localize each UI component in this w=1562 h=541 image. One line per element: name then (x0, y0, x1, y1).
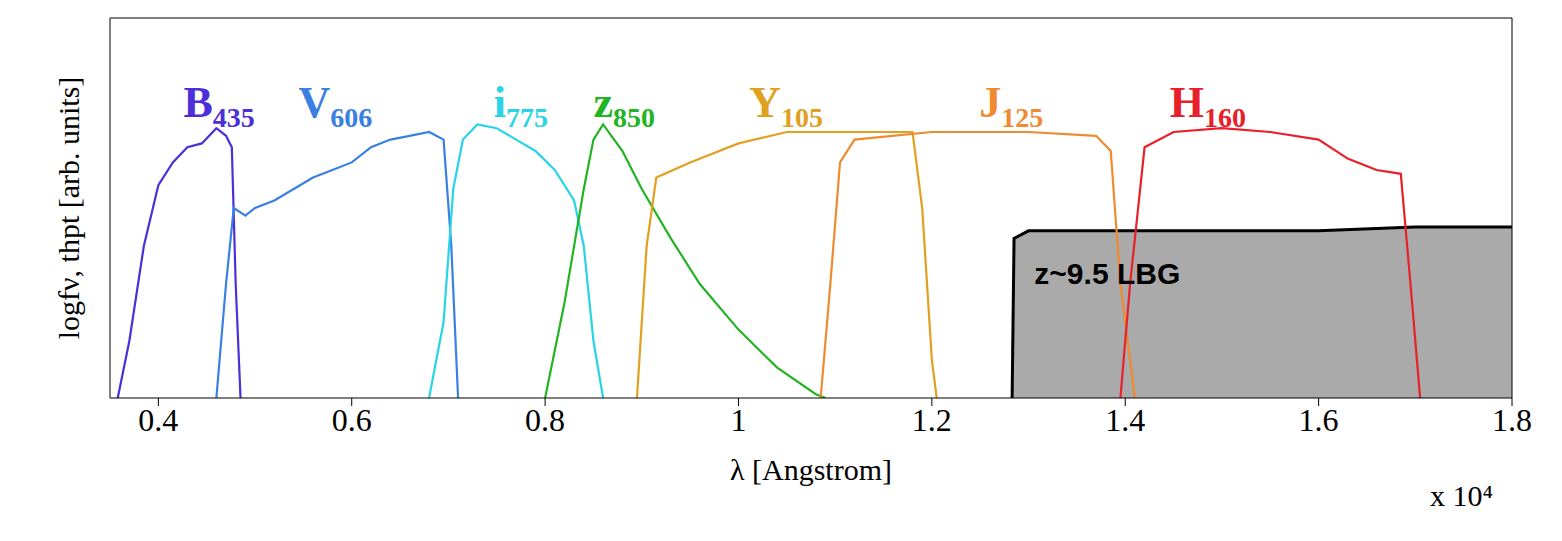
svg-text:logfν, thpt [arb. units]: logfν, thpt [arb. units] (52, 77, 85, 340)
svg-text:λ [Angstrom]: λ [Angstrom] (730, 453, 892, 486)
svg-text:i775: i775 (494, 78, 548, 133)
svg-text:Y105: Y105 (749, 78, 823, 133)
svg-text:1.2: 1.2 (912, 402, 952, 438)
svg-text:1.8: 1.8 (1492, 402, 1532, 438)
html-text:x 10⁴: x 10⁴ (1430, 479, 1493, 512)
svg-text:V606: V606 (299, 78, 373, 133)
svg-text:J125: J125 (979, 78, 1043, 133)
svg-text:z850: z850 (593, 78, 655, 133)
svg-text:z~9.5 LBG: z~9.5 LBG (1034, 257, 1180, 290)
svg-text:1.4: 1.4 (1105, 402, 1145, 438)
svg-text:1: 1 (730, 402, 746, 438)
svg-text:0.4: 0.4 (138, 402, 178, 438)
svg-text:1.6: 1.6 (1299, 402, 1339, 438)
svg-text:0.6: 0.6 (332, 402, 372, 438)
svg-text:H160: H160 (1170, 78, 1246, 133)
svg-text:B435: B435 (183, 78, 254, 133)
svg-text:0.8: 0.8 (525, 402, 565, 438)
